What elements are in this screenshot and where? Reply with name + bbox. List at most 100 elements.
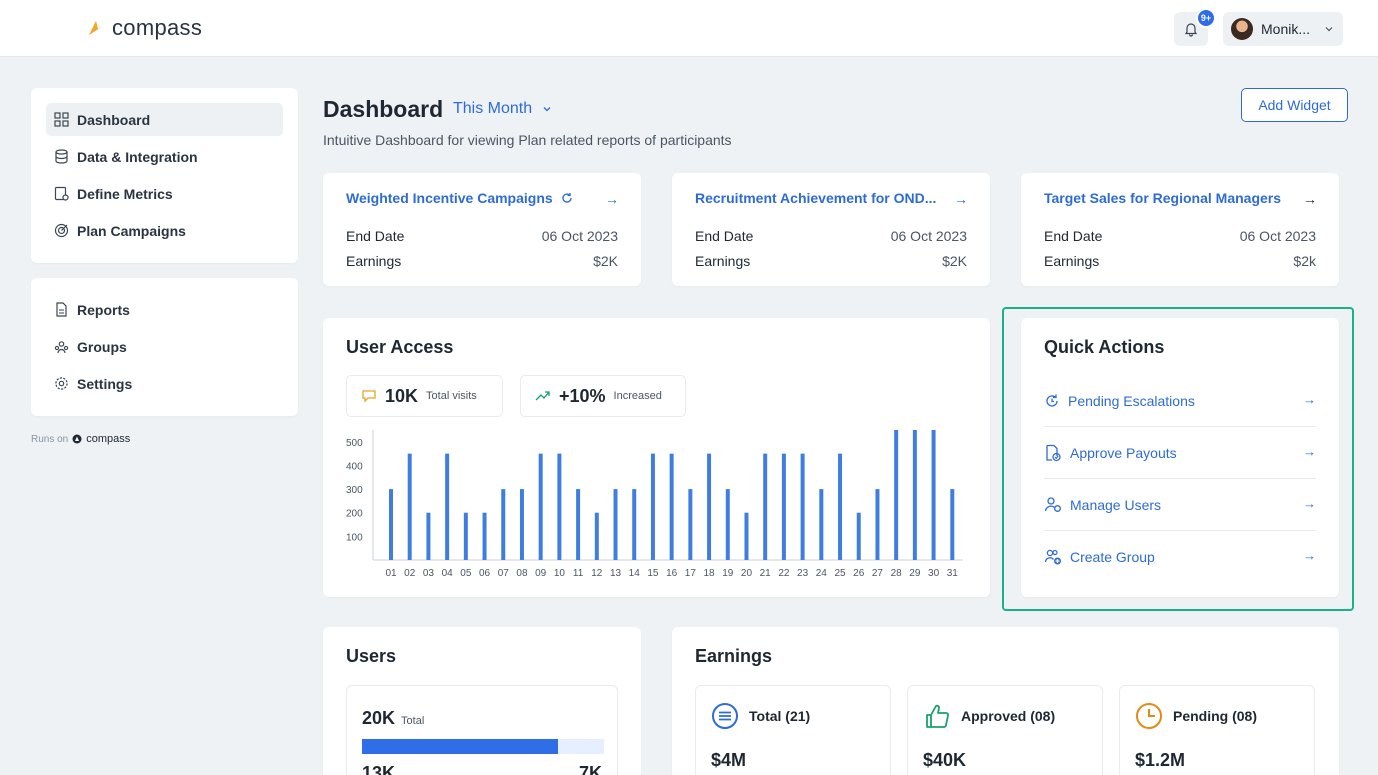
- chart-bar: [875, 489, 880, 560]
- sidebar-item-data-integration[interactable]: Data & Integration: [46, 140, 283, 173]
- end-date-value: 06 Oct 2023: [890, 228, 967, 244]
- chart-bar: [519, 489, 524, 560]
- x-tick-label: 04: [442, 568, 454, 579]
- add-group-icon: [1044, 549, 1061, 565]
- total-visits-stat: 10K Total visits: [346, 375, 503, 417]
- earnings-title: Earnings: [695, 646, 773, 666]
- notification-badge: 9+: [1196, 8, 1216, 28]
- end-date-value: 06 Oct 2023: [541, 228, 618, 244]
- users-progress-fill: [362, 739, 559, 754]
- chart-bar: [445, 453, 450, 560]
- campaign-title[interactable]: Target Sales for Regional Managers: [1044, 190, 1282, 206]
- chart-bar: [463, 512, 468, 560]
- increase-stat: +10% Increased: [520, 375, 686, 417]
- chart-bar: [576, 489, 581, 560]
- user-access-chart: 100 200 300 400 500 01 02 03 04 05 06 07 08 09 10 11 12 1…: [346, 430, 963, 579]
- chart-bar: [613, 489, 618, 560]
- chart-bar: [950, 489, 955, 560]
- earnings-total-box[interactable]: Total (21) $4M: [695, 685, 891, 775]
- chart-bar: [931, 430, 936, 560]
- quick-action-create-group[interactable]: Create Group →: [1044, 531, 1316, 583]
- quick-actions-title: Quick Actions: [1044, 337, 1165, 357]
- target-icon: [53, 223, 69, 239]
- end-date-label: End Date: [695, 228, 754, 244]
- runs-on-label: Runs on: [31, 433, 69, 445]
- sidebar-item-reports[interactable]: Reports: [46, 293, 283, 326]
- earnings-pending-label: Pending (08): [1173, 708, 1258, 724]
- quick-action-manage-users[interactable]: Manage Users →: [1044, 479, 1316, 531]
- y-tick-label: 500: [346, 438, 363, 449]
- database-icon: [53, 149, 69, 165]
- visits-value: 10K: [385, 385, 419, 406]
- campaign-card[interactable]: Target Sales for Regional Managers → End…: [1021, 173, 1339, 286]
- equals-icon: [712, 703, 738, 729]
- x-tick-label: 19: [722, 568, 734, 579]
- arrow-right-icon: →: [1303, 548, 1316, 563]
- chart-bar: [838, 453, 843, 560]
- document-check-icon: [1046, 444, 1061, 461]
- increase-label: Increased: [613, 390, 662, 402]
- campaign-title[interactable]: Recruitment Achievement for OND...: [695, 190, 937, 206]
- chart-bar: [538, 453, 543, 560]
- quick-actions-card: Quick Actions Pending Escalations → Appr…: [1021, 318, 1339, 597]
- arrow-right-icon[interactable]: →: [605, 191, 619, 207]
- user-access-title: User Access: [346, 337, 454, 357]
- period-dropdown[interactable]: This Month: [453, 100, 552, 118]
- quick-action-label: Create Group: [1070, 549, 1155, 565]
- chart-bar: [650, 453, 655, 560]
- add-widget-button[interactable]: Add Widget: [1241, 88, 1348, 122]
- chart-bar: [688, 489, 693, 560]
- logo-text: compass: [112, 15, 203, 40]
- earnings-value: $2K: [942, 253, 967, 269]
- x-tick-label: 27: [872, 568, 884, 579]
- arrow-right-icon: →: [1303, 392, 1316, 407]
- campaign-card[interactable]: Recruitment Achievement for OND... → End…: [672, 173, 990, 286]
- chart-bar: [894, 430, 899, 560]
- chart-bar: [819, 489, 824, 560]
- earnings-value: $2k: [1293, 253, 1316, 269]
- sidebar-item-settings[interactable]: Settings: [46, 367, 283, 400]
- earnings-pending-box[interactable]: Pending (08) $1.2M: [1119, 685, 1315, 775]
- x-tick-label: 03: [423, 568, 435, 579]
- refresh-icon: [1046, 394, 1058, 407]
- avatar: [1231, 18, 1253, 40]
- compass-logo-icon: [89, 21, 103, 35]
- earnings-label: Earnings: [695, 253, 751, 269]
- chart-bar: [725, 489, 730, 560]
- refresh-icon: [561, 193, 572, 203]
- campaign-title[interactable]: Weighted Incentive Campaigns: [346, 190, 573, 206]
- x-tick-label: 10: [554, 568, 566, 579]
- x-tick-label: 30: [928, 568, 940, 579]
- compass-logo[interactable]: compass: [86, 15, 202, 41]
- earnings-label: Earnings: [346, 253, 402, 269]
- bell-icon: [1184, 23, 1198, 37]
- x-tick-label: 18: [704, 568, 716, 579]
- quick-actions-highlight: [1002, 307, 1354, 611]
- earnings-approved-value: $40K: [923, 750, 967, 770]
- chart-bar: [669, 453, 674, 560]
- end-date-label: End Date: [1044, 228, 1103, 244]
- user-menu[interactable]: Monik...: [1223, 12, 1343, 46]
- sidebar-item-define-metrics[interactable]: Define Metrics: [46, 177, 283, 210]
- sidebar-item-plan-campaigns[interactable]: Plan Campaigns: [46, 214, 283, 247]
- chart-bar: [389, 489, 393, 560]
- arrow-right-icon[interactable]: →: [1303, 191, 1317, 207]
- earnings-approved-box[interactable]: Approved (08) $40K: [907, 685, 1103, 775]
- sidebar-item-dashboard[interactable]: Dashboard: [46, 103, 283, 136]
- sidebar-item-groups[interactable]: Groups: [46, 330, 283, 363]
- campaign-title-text: Weighted Incentive Campaigns: [346, 190, 553, 206]
- quick-action-approve-payouts[interactable]: Approve Payouts →: [1044, 427, 1316, 479]
- earnings-total-label: Total (21): [749, 708, 811, 724]
- x-tick-label: 24: [816, 568, 828, 579]
- sidebar-item-label: Plan Campaigns: [77, 222, 186, 239]
- campaign-card[interactable]: Weighted Incentive Campaigns → End Date …: [323, 173, 641, 286]
- quick-action-pending-escalations[interactable]: Pending Escalations →: [1044, 375, 1316, 427]
- x-tick-label: 23: [797, 568, 809, 579]
- x-tick-label: 21: [760, 568, 772, 579]
- arrow-right-icon[interactable]: →: [954, 191, 968, 207]
- chart-bar: [426, 512, 431, 560]
- arrow-right-icon: →: [1303, 496, 1316, 511]
- end-date-label: End Date: [346, 228, 405, 244]
- users-left-value: 13K: [362, 763, 396, 775]
- x-tick-label: 26: [853, 568, 865, 579]
